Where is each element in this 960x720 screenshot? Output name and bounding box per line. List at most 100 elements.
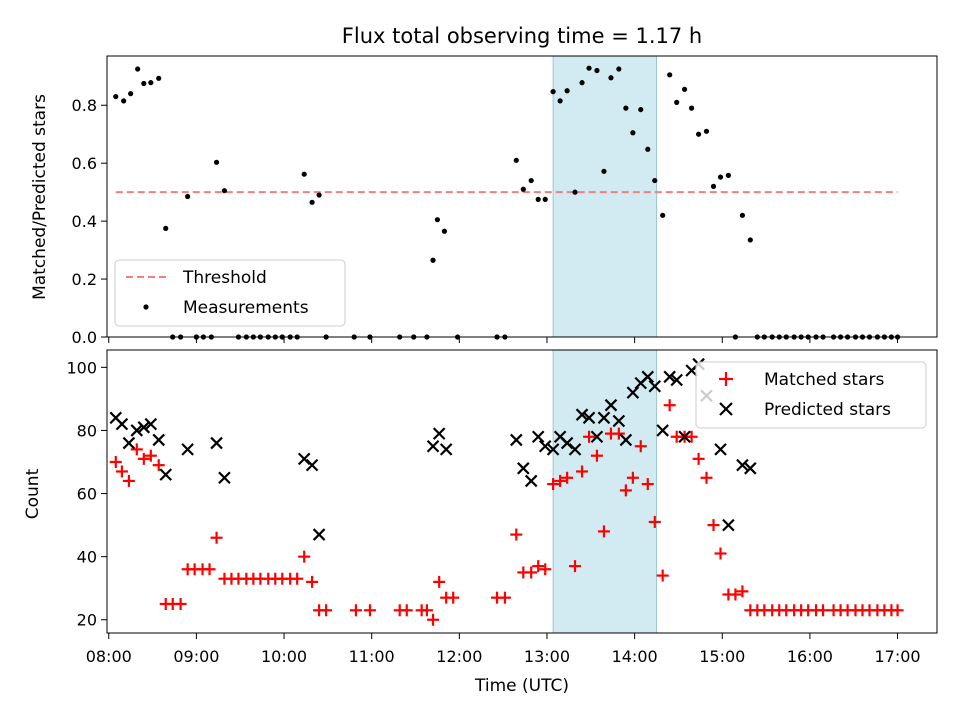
matched-points [109, 399, 904, 626]
count-legend: Matched stars Predicted stars [695, 361, 927, 429]
predicted-point [575, 408, 589, 421]
predicted-point [590, 430, 604, 444]
predicted-point [656, 424, 669, 437]
measurement-legend-swatch [143, 304, 149, 310]
predicted-point [510, 433, 523, 447]
count-ytick-label: 20 [77, 611, 97, 630]
matched-point [576, 465, 589, 478]
count-x-ticks: 08:00 09:00 10:00 11:00 12:00 13:00 14:00 15:00… [86, 633, 921, 666]
measurement-point [586, 65, 592, 71]
ratio-y-label: Matched/Predicted stars [30, 94, 50, 300]
matched-point [692, 452, 705, 465]
matched-point [203, 563, 216, 576]
matched-point [597, 525, 610, 538]
measurement-point [572, 189, 578, 195]
predicted-point [432, 427, 446, 440]
predicted-point [626, 386, 640, 399]
measurement-point [616, 66, 622, 72]
predicted-points [109, 357, 757, 541]
measurement-point [441, 228, 448, 234]
ratio-ytick-label: 0.0 [72, 328, 97, 347]
matched-point [619, 484, 632, 497]
count-xtick-label: 09:00 [173, 647, 219, 666]
measurement-point [710, 183, 717, 189]
count-ytick-label: 100 [66, 358, 97, 377]
matched-point [891, 604, 904, 617]
matched-point [525, 566, 538, 579]
measurement-point [725, 172, 732, 178]
matched-point [685, 430, 698, 443]
count-xtick-label: 10:00 [261, 647, 307, 666]
predicted-point [137, 421, 151, 434]
measurement-point [128, 91, 134, 97]
matched-point [561, 471, 574, 484]
count-ytick-label: 60 [77, 485, 97, 504]
measurement-point [520, 186, 526, 192]
count-panel-highlight [553, 350, 657, 633]
measurement-point [630, 130, 636, 136]
predicted-point [297, 452, 311, 466]
predicted-point [218, 471, 231, 485]
matched-legend-swatch [719, 372, 733, 386]
matched-point [130, 443, 143, 456]
predicted-point [426, 439, 440, 453]
ratio-panel-frame [106, 55, 938, 338]
measurement-point [667, 72, 673, 78]
measurement-point [141, 80, 147, 87]
count-xtick-label: 13:00 [524, 647, 570, 666]
count-ytick-label: 40 [77, 548, 97, 567]
measurement-point [316, 192, 322, 198]
count-panel: 20 40 60 80 100 08:00 09:00 10:00 11:00 12:00 13:… [23, 349, 938, 696]
predicted-point [524, 474, 538, 488]
predicted-point [144, 417, 158, 431]
measurement-point [513, 157, 519, 163]
matched-point [320, 604, 333, 617]
predicted-point [305, 458, 319, 472]
measurement-point [528, 177, 534, 184]
count-xtick-label: 11:00 [349, 647, 395, 666]
matched-point [641, 478, 654, 491]
measurement-point [623, 105, 629, 111]
measurement-point [660, 212, 666, 218]
measurement-point [703, 128, 710, 134]
predicted-point [560, 436, 574, 450]
chart-title: Flux total observing time = 1.17 h [342, 24, 702, 48]
matched-point [447, 591, 460, 604]
matched-point [144, 449, 157, 462]
count-y-ticks: 20 40 60 80 100 [66, 358, 107, 630]
matched-point [539, 563, 552, 576]
matched-point [612, 427, 625, 440]
measurement-point [674, 99, 680, 105]
measurement-point [163, 225, 169, 231]
measurement-points [113, 65, 901, 340]
ratio-ytick-label: 0.8 [72, 96, 97, 115]
matched-point [817, 604, 830, 617]
predicted-point [568, 443, 582, 456]
measurement-point [550, 89, 556, 95]
ratio-legend-box [114, 259, 346, 327]
matched-point [291, 572, 304, 585]
measurement-point [638, 106, 644, 113]
measurement-point [608, 75, 614, 81]
matched-point [420, 604, 433, 617]
count-legend-box [695, 361, 927, 429]
count-xtick-label: 14:00 [612, 647, 658, 666]
matched-point [210, 531, 223, 544]
predicted-point [517, 462, 530, 475]
predicted-point [736, 458, 749, 472]
predicted-point [714, 443, 727, 456]
threshold-legend-label: Threshold [182, 268, 267, 288]
matched-point [626, 471, 639, 484]
predicted-point [663, 370, 676, 384]
count-y-label: Count [23, 468, 43, 519]
predicted-point [439, 443, 453, 456]
predicted-point [130, 424, 144, 437]
count-xtick-label: 08:00 [86, 647, 132, 666]
ratio-ytick-label: 0.4 [72, 212, 97, 231]
predicted-point [641, 370, 655, 384]
predicted-point [152, 433, 165, 447]
measurement-point [301, 171, 307, 177]
measurement-point [681, 86, 688, 92]
matched-point [700, 471, 713, 484]
